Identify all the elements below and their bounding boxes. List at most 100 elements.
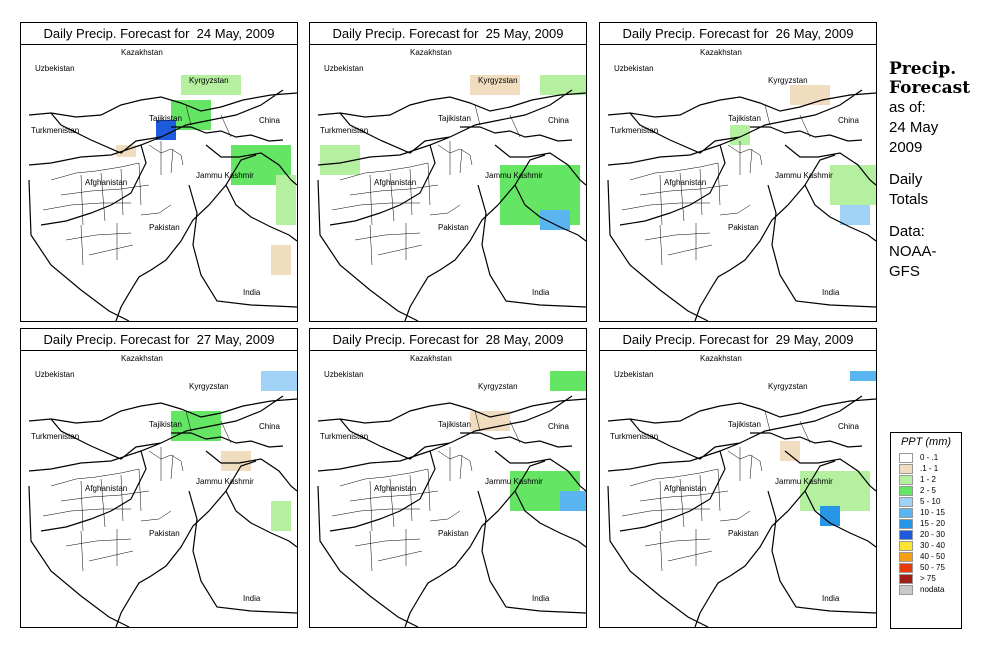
map-label-uzbekistan: Uzbekistan bbox=[35, 64, 75, 73]
precip-area bbox=[560, 491, 586, 511]
map-label-pakistan: Pakistan bbox=[438, 529, 469, 538]
map-label-jammu-kashmir: Jammu Kashmir bbox=[775, 171, 833, 180]
legend-swatch bbox=[899, 508, 913, 518]
sidebar-totals-line1: Daily bbox=[889, 171, 923, 188]
map-label-uzbekistan: Uzbekistan bbox=[614, 370, 654, 379]
precip-area bbox=[790, 85, 830, 105]
map-label-tajikistan: Tajikistan bbox=[438, 114, 471, 123]
forecast-map-panel-5: Daily Precip. Forecast for 28 May, 2009 … bbox=[309, 328, 587, 628]
map-label-uzbekistan: Uzbekistan bbox=[614, 64, 654, 73]
legend-swatch bbox=[899, 519, 913, 529]
legend-label: 2 - 5 bbox=[920, 486, 937, 495]
map-label-kyrgyzstan: Kyrgyzstan bbox=[189, 76, 229, 85]
map-label-pakistan: Pakistan bbox=[438, 223, 469, 232]
map-label-tajikistan: Tajikistan bbox=[149, 420, 182, 429]
map-label-uzbekistan: Uzbekistan bbox=[324, 370, 364, 379]
legend-item: 40 - 50 bbox=[899, 551, 961, 562]
sidebar-heading-line2: Forecast bbox=[889, 78, 971, 98]
legend-swatch bbox=[899, 453, 913, 463]
legend-item: 5 - 10 bbox=[899, 496, 961, 507]
legend-item: 0 - .1 bbox=[899, 452, 961, 463]
sidebar-as-of: as of: bbox=[889, 99, 926, 116]
map-label-kazakhstan: Kazakhstan bbox=[700, 354, 742, 363]
legend-swatch bbox=[899, 541, 913, 551]
map-label-jammu-kashmir: Jammu Kashmir bbox=[485, 171, 543, 180]
panel-title: Daily Precip. Forecast for 27 May, 2009 bbox=[21, 329, 297, 351]
legend-item: 20 - 30 bbox=[899, 529, 961, 540]
panel-title: Daily Precip. Forecast for 29 May, 2009 bbox=[600, 329, 876, 351]
precip-map: Kazakhstan Uzbekistan Kyrgyzstan Tajikis… bbox=[28, 48, 297, 321]
legend-item: 2 - 5 bbox=[899, 485, 961, 496]
map-label-afghanistan: Afghanistan bbox=[374, 484, 416, 493]
province-boundaries bbox=[621, 410, 811, 572]
map-label-kazakhstan: Kazakhstan bbox=[121, 48, 163, 57]
legend-label: 0 - .1 bbox=[920, 453, 939, 462]
precip-area bbox=[550, 371, 586, 391]
map-label-kyrgyzstan: Kyrgyzstan bbox=[478, 76, 518, 85]
sidebar-data-line3: GFS bbox=[889, 263, 920, 280]
map-label-china: China bbox=[838, 422, 859, 431]
forecast-map-panel-1: Daily Precip. Forecast for 24 May, 2009 … bbox=[20, 22, 298, 322]
legend-label: 1 - 2 bbox=[920, 475, 937, 484]
legend-label: nodata bbox=[920, 585, 945, 594]
precip-map: Kazakhstan Uzbekistan Kyrgyzstan Tajikis… bbox=[28, 354, 297, 627]
legend-item: 10 - 15 bbox=[899, 507, 961, 518]
precip-overlay bbox=[116, 75, 296, 275]
legend-item: nodata bbox=[899, 584, 961, 595]
precip-map: Kazakhstan Uzbekistan Kyrgyzstan Tajikis… bbox=[317, 354, 586, 627]
map-label-china: China bbox=[259, 116, 280, 125]
country-boundaries bbox=[607, 395, 876, 627]
sidebar-totals-line2: Totals bbox=[889, 191, 929, 208]
precip-area bbox=[271, 501, 291, 531]
legend-label: 40 - 50 bbox=[920, 552, 945, 561]
map-label-jammu-kashmir: Jammu Kashmir bbox=[485, 477, 543, 486]
precip-area bbox=[156, 120, 176, 140]
map-label-china: China bbox=[259, 422, 280, 431]
legend-item: 15 - 20 bbox=[899, 518, 961, 529]
legend-item: 30 - 40 bbox=[899, 540, 961, 551]
legend-item: 50 - 75 bbox=[899, 562, 961, 573]
legend-swatch bbox=[899, 497, 913, 507]
country-boundaries bbox=[317, 89, 586, 321]
map-label-afghanistan: Afghanistan bbox=[85, 484, 127, 493]
precip-area bbox=[850, 371, 876, 381]
precip-area bbox=[840, 205, 870, 225]
map-label-pakistan: Pakistan bbox=[728, 529, 759, 538]
map-label-turkmenistan: Turkmenistan bbox=[610, 432, 658, 441]
precip-area bbox=[181, 75, 241, 95]
legend-swatch bbox=[899, 563, 913, 573]
precip-area bbox=[730, 125, 750, 145]
precip-area bbox=[540, 210, 570, 230]
legend-label: > 75 bbox=[920, 574, 936, 583]
legend-swatch bbox=[899, 585, 913, 595]
precip-area bbox=[830, 165, 876, 205]
panel-title: Daily Precip. Forecast for 28 May, 2009 bbox=[310, 329, 586, 351]
legend-swatch bbox=[899, 530, 913, 540]
map-label-jammu-kashmir: Jammu Kashmir bbox=[196, 171, 254, 180]
legend-label: 30 - 40 bbox=[920, 541, 945, 550]
province-boundaries bbox=[331, 104, 521, 266]
map-label-india: India bbox=[822, 288, 840, 297]
legend-item: 1 - 2 bbox=[899, 474, 961, 485]
legend-swatch bbox=[899, 486, 913, 496]
country-boundaries bbox=[317, 395, 586, 627]
legend-swatch bbox=[899, 552, 913, 562]
map-label-pakistan: Pakistan bbox=[149, 529, 180, 538]
country-boundaries bbox=[607, 89, 876, 321]
legend-label: 5 - 10 bbox=[920, 497, 941, 506]
precip-area bbox=[540, 75, 586, 95]
precip-area bbox=[271, 245, 291, 275]
sidebar-date-line1: 24 May bbox=[889, 119, 939, 136]
map-label-turkmenistan: Turkmenistan bbox=[320, 432, 368, 441]
precip-area bbox=[116, 145, 136, 157]
map-label-india: India bbox=[243, 594, 261, 603]
legend-label: .1 - 1 bbox=[920, 464, 939, 473]
forecast-map-panel-4: Daily Precip. Forecast for 27 May, 2009 … bbox=[20, 328, 298, 628]
map-label-afghanistan: Afghanistan bbox=[374, 178, 416, 187]
precip-area bbox=[261, 371, 297, 391]
map-label-kazakhstan: Kazakhstan bbox=[700, 48, 742, 57]
map-label-pakistan: Pakistan bbox=[149, 223, 180, 232]
precip-area bbox=[820, 506, 840, 526]
precip-map: Kazakhstan Uzbekistan Kyrgyzstan Tajikis… bbox=[607, 354, 876, 627]
sidebar-data-line1: Data: bbox=[889, 223, 925, 240]
